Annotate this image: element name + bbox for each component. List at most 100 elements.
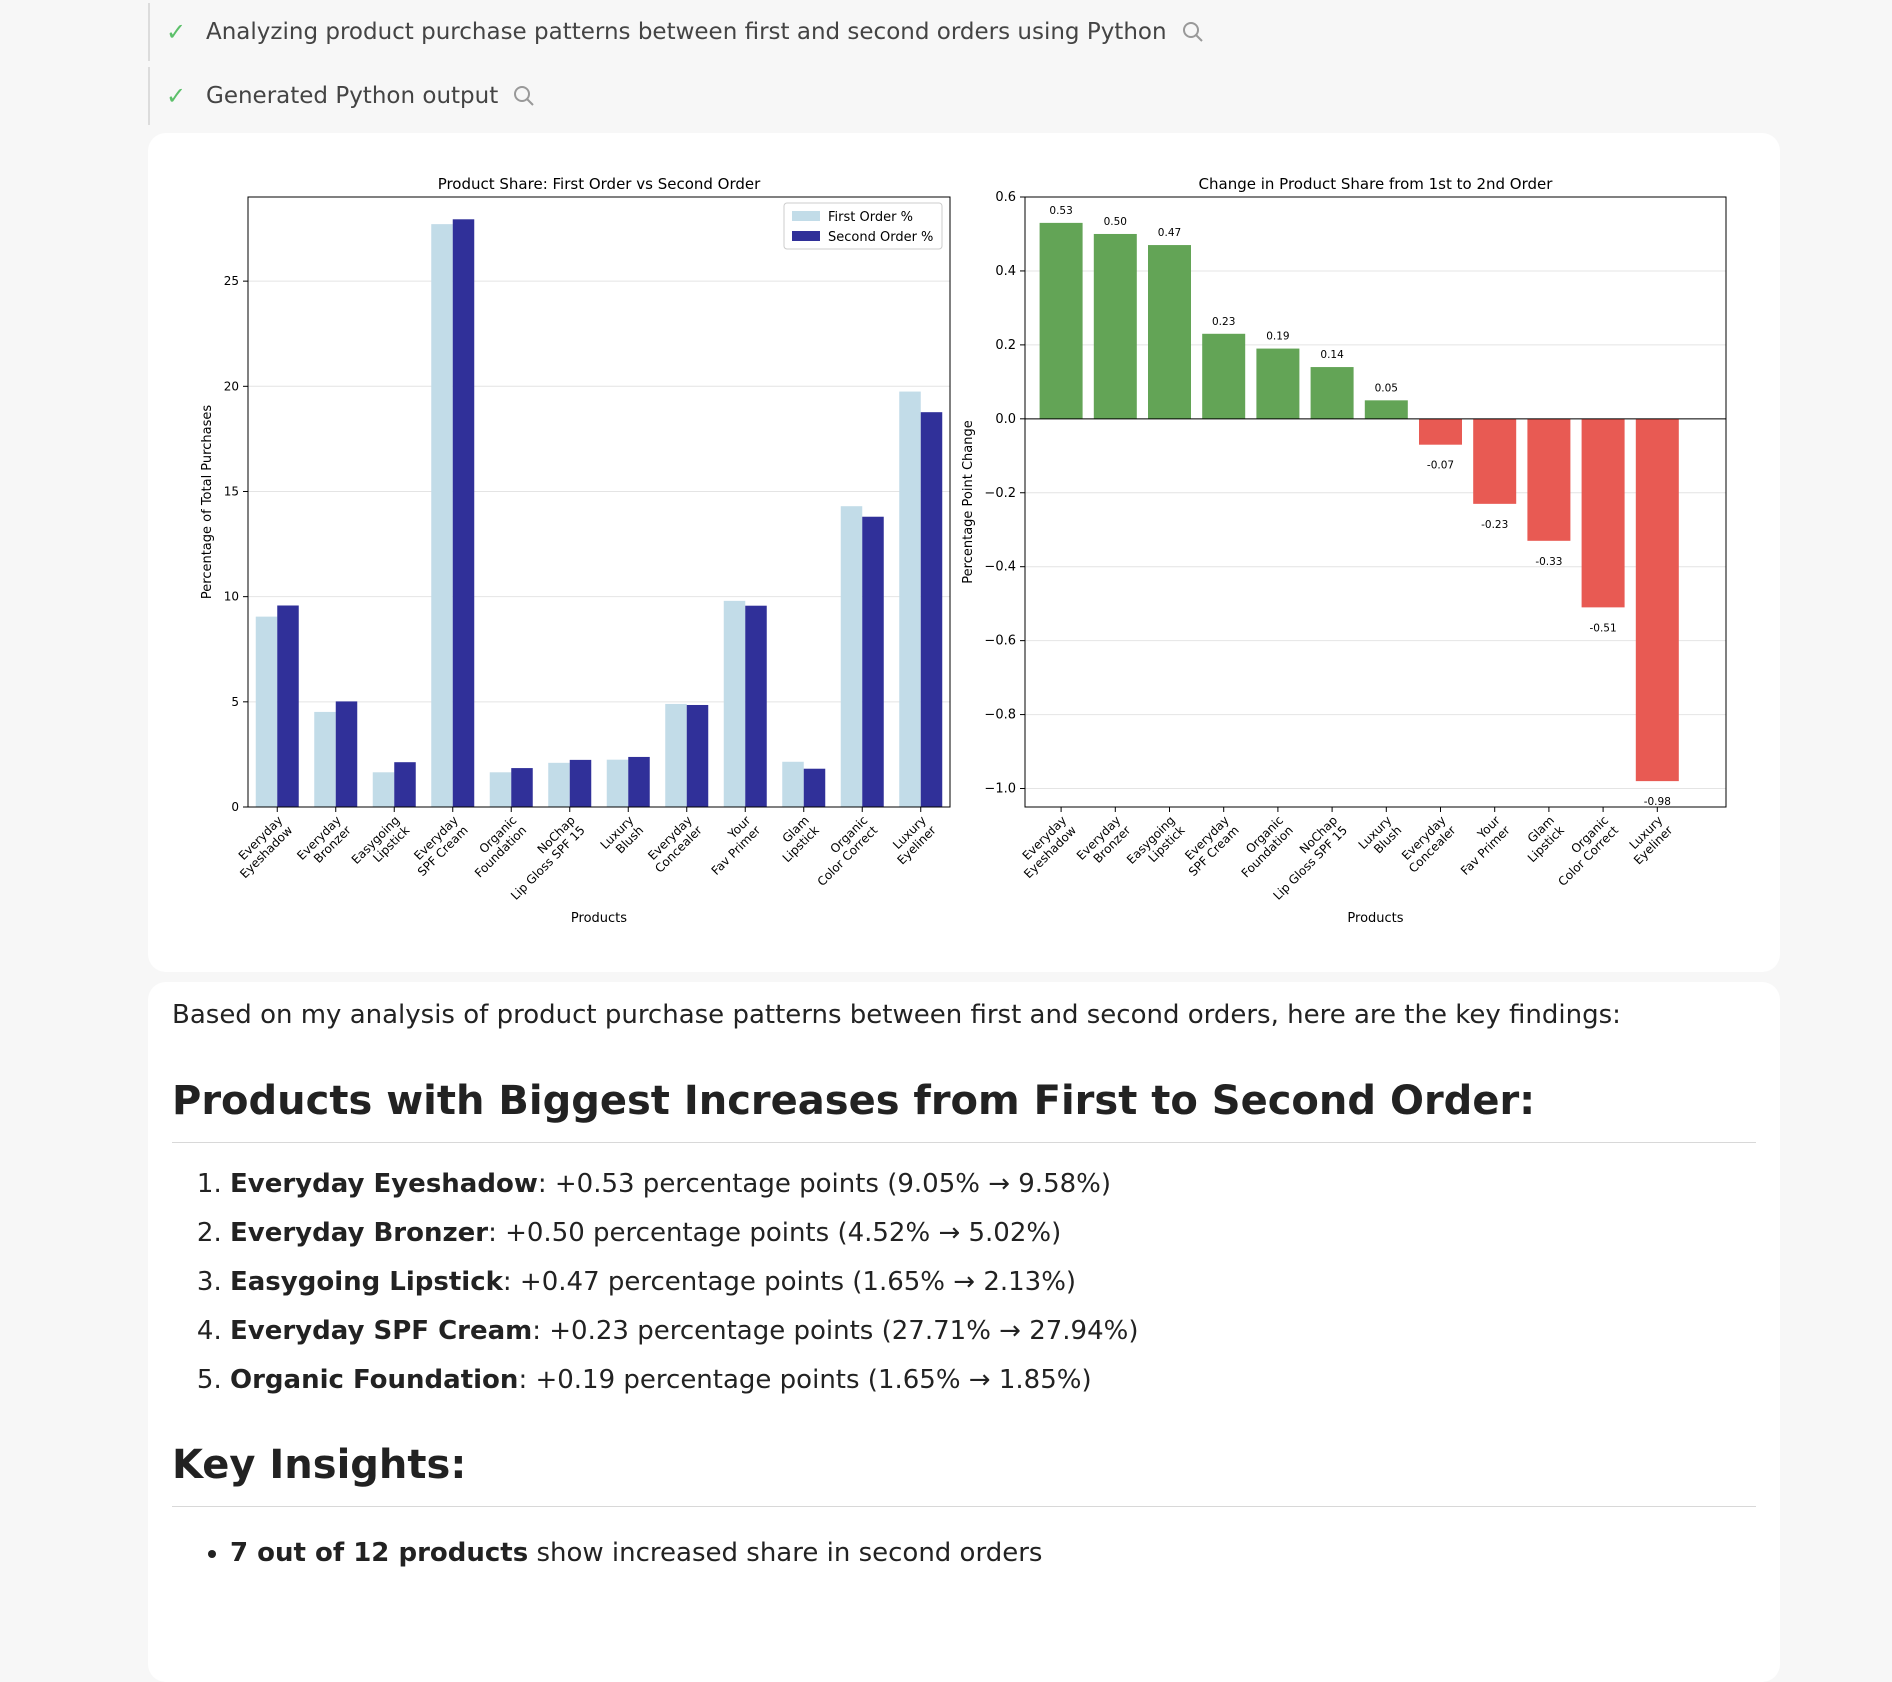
bar-second-order <box>394 762 416 807</box>
x-tick-label: LuxuryBlush <box>1356 813 1405 862</box>
x-tick-label: YourFav Primer <box>699 813 764 878</box>
x-tick-label: LuxuryEyeliner <box>1621 813 1675 867</box>
product-detail: : +0.23 percentage points (27.71% → 27.9… <box>532 1316 1139 1346</box>
data-label: 0.14 <box>1320 349 1344 361</box>
chart-title: Product Share: First Order vs Second Ord… <box>438 175 761 193</box>
bar-first-order <box>314 711 336 807</box>
product-detail: : +0.50 percentage points (4.52% → 5.02%… <box>488 1218 1062 1248</box>
y-tick-label: 5 <box>231 695 239 709</box>
search-icon[interactable] <box>1181 20 1205 44</box>
legend-label-second: Second Order % <box>828 230 933 245</box>
product-name: Everyday Bronzer <box>230 1218 489 1248</box>
x-tick-label: GlamLipstick <box>1515 813 1567 865</box>
bar-second-order <box>511 768 533 807</box>
bar-first-order <box>606 759 629 807</box>
search-icon[interactable] <box>512 84 536 108</box>
y-tick-label: 0 <box>231 800 239 814</box>
bar-first-order <box>431 224 453 807</box>
data-label: 0.05 <box>1375 382 1398 394</box>
x-tick-label: OrganicFoundation <box>1229 813 1296 880</box>
data-label: -0.23 <box>1481 519 1508 531</box>
bar-first-order <box>840 506 863 807</box>
x-tick-label: EverydaySPF Cream <box>405 813 471 879</box>
data-label: 0.47 <box>1158 227 1181 239</box>
y-tick-label: −0.2 <box>984 486 1016 501</box>
y-tick-label: −0.8 <box>984 708 1016 723</box>
bar-change <box>1473 418 1517 504</box>
y-tick-label: 0.2 <box>995 338 1016 353</box>
heading-insights: Key Insights: <box>172 1442 1756 1507</box>
bar-change <box>1581 418 1625 608</box>
data-label: -0.98 <box>1644 796 1671 808</box>
data-label: 0.50 <box>1104 216 1127 228</box>
bar-first-order <box>489 772 512 807</box>
x-tick-label: OrganicFoundation <box>462 813 529 880</box>
bar-first-order <box>255 616 278 807</box>
bar-first-order <box>372 772 395 807</box>
y-tick-label: 25 <box>224 274 239 288</box>
step-label: Analyzing product purchase patterns betw… <box>206 19 1167 45</box>
bar-second-order <box>628 756 650 807</box>
product-detail: : +0.47 percentage points (1.65% → 2.13%… <box>502 1267 1077 1297</box>
x-axis-label: Products <box>571 911 627 926</box>
insights-list: 7 out of 12 products show increased shar… <box>172 1535 1756 1571</box>
plot-frame <box>247 196 951 808</box>
list-item: Everyday Bronzer: +0.50 percentage point… <box>230 1216 1756 1251</box>
step-row-analyzing[interactable]: ✓ Analyzing product purchase patterns be… <box>148 3 1205 61</box>
heading-increases: Products with Biggest Increases from Fir… <box>172 1078 1756 1143</box>
x-tick-label: EverydayEyeshadow <box>1011 813 1079 881</box>
x-tick-label: EverydayConcealer <box>1396 813 1458 875</box>
y-tick-label: 0.4 <box>995 264 1016 279</box>
list-item: Easygoing Lipstick: +0.47 percentage poi… <box>230 1265 1756 1300</box>
list-item: Organic Foundation: +0.19 percentage poi… <box>230 1363 1756 1398</box>
x-tick-label: EasygoingLipstick <box>1124 813 1188 877</box>
legend-label-first: First Order % <box>828 210 913 225</box>
bar-change <box>1256 348 1300 419</box>
insight-text: show increased share in second orders <box>528 1538 1043 1568</box>
product-name: Easygoing Lipstick <box>230 1267 503 1297</box>
x-tick-label: EverydayBronzer <box>1074 813 1134 873</box>
step-row-generated[interactable]: ✓ Generated Python output <box>148 67 536 125</box>
bar-second-order <box>452 219 475 807</box>
bar-second-order <box>803 768 826 807</box>
bar-change <box>1527 418 1571 541</box>
y-axis-label: Percentage of Total Purchases <box>200 405 215 599</box>
x-tick-label: LuxuryEyeliner <box>885 813 939 867</box>
chart-title: Change in Product Share from 1st to 2nd … <box>1199 175 1554 193</box>
bar-second-order <box>686 704 709 807</box>
x-tick-label: EverydayEyeshadow <box>227 813 295 881</box>
step-label: Generated Python output <box>206 83 499 109</box>
bar-change <box>1635 418 1679 782</box>
x-tick-label: EasygoingLipstick <box>349 813 413 877</box>
bar-second-order <box>862 516 884 807</box>
bar-change <box>1310 367 1354 419</box>
legend-swatch-second <box>792 231 820 241</box>
bar-second-order <box>335 701 358 807</box>
data-label: -0.51 <box>1590 622 1617 634</box>
bar-change <box>1364 400 1408 419</box>
bar-second-order <box>277 605 299 807</box>
x-axis-label: Products <box>1347 911 1403 926</box>
x-tick-label: EverydaySPF Cream <box>1176 813 1242 879</box>
y-tick-label: −1.0 <box>984 782 1016 797</box>
product-detail: : +0.19 percentage points (1.65% → 1.85%… <box>518 1365 1092 1395</box>
increases-list: Everyday Eyeshadow: +0.53 percentage poi… <box>172 1167 1756 1398</box>
bar-second-order <box>745 605 767 807</box>
check-icon: ✓ <box>166 82 187 110</box>
y-tick-label: 0.6 <box>995 190 1016 205</box>
bar-first-order <box>723 600 746 807</box>
product-name: Everyday SPF Cream <box>230 1316 533 1346</box>
list-item: Everyday Eyeshadow: +0.53 percentage poi… <box>230 1167 1756 1202</box>
check-icon: ✓ <box>166 18 187 46</box>
list-item: 7 out of 12 products show increased shar… <box>230 1535 1756 1571</box>
x-tick-label: OrganicColor Correct <box>805 813 881 889</box>
bar-change <box>1093 233 1137 419</box>
x-tick-label: EverydayBronzer <box>294 813 354 873</box>
product-detail: : +0.53 percentage points (9.05% → 9.58%… <box>537 1169 1111 1199</box>
python-output-card: 0 5 10 15 20 25 EverydayEyeshadow EverydayBronz… <box>148 133 1780 972</box>
bar-second-order <box>920 412 943 807</box>
data-label: -0.07 <box>1427 460 1454 472</box>
bar-change <box>1202 333 1246 419</box>
data-label: 0.19 <box>1266 331 1289 343</box>
bar-change <box>1419 418 1462 445</box>
